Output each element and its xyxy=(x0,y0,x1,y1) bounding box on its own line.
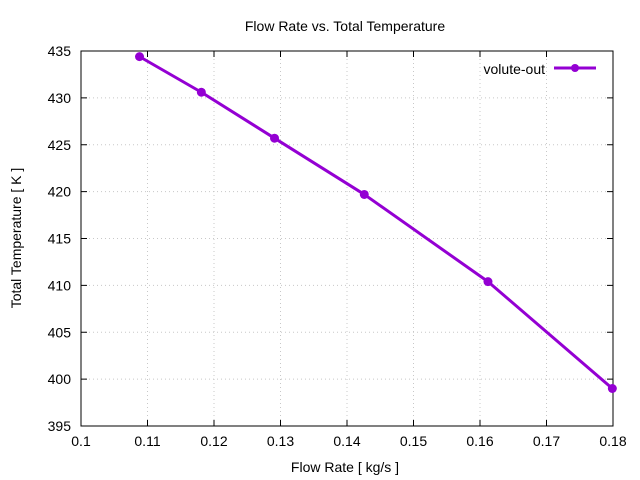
data-point xyxy=(135,52,145,62)
y-tick-label: 415 xyxy=(48,231,72,247)
x-tick-label: 0.17 xyxy=(533,433,560,449)
x-tick-label: 0.16 xyxy=(466,433,493,449)
chart-title: Flow Rate vs. Total Temperature xyxy=(245,18,445,34)
y-tick-label: 410 xyxy=(48,277,72,293)
axis-ticks xyxy=(80,50,614,427)
y-tick-label: 435 xyxy=(48,43,72,59)
y-tick-label: 400 xyxy=(48,371,72,387)
y-tick-label: 430 xyxy=(48,90,72,106)
legend-label-volute-out: volute-out xyxy=(484,61,546,77)
x-tick-label: 0.12 xyxy=(200,433,227,449)
x-tick-label: 0.18 xyxy=(599,433,626,449)
data-point xyxy=(196,87,206,97)
x-tick-label: 0.15 xyxy=(400,433,427,449)
x-tick-label: 0.11 xyxy=(134,433,160,449)
series-layer xyxy=(135,52,617,393)
y-tick-label: 395 xyxy=(48,418,72,434)
data-point xyxy=(607,384,617,393)
y-axis-label: Total Temperature [ K ] xyxy=(8,168,24,309)
legend: volute-out xyxy=(484,61,596,77)
data-point xyxy=(483,277,493,287)
x-tick-label: 0.13 xyxy=(267,433,294,449)
tick-labels: 0.1 0.11 0.12 0.13 0.14 0.15 0.16 0.17 0.18 395 40… xyxy=(48,43,627,449)
series-line-volute-out xyxy=(138,55,614,390)
data-point xyxy=(359,189,369,199)
y-tick-label: 425 xyxy=(48,137,72,153)
x-axis-label: Flow Rate [ kg/s ] xyxy=(291,459,399,475)
grid-lines xyxy=(81,51,613,426)
data-point xyxy=(270,133,280,143)
x-tick-label: 0.14 xyxy=(333,433,360,449)
y-tick-label: 405 xyxy=(48,324,72,340)
legend-marker-volute-out xyxy=(571,64,579,72)
y-tick-label: 420 xyxy=(48,184,72,200)
x-tick-label: 0.1 xyxy=(71,433,91,449)
